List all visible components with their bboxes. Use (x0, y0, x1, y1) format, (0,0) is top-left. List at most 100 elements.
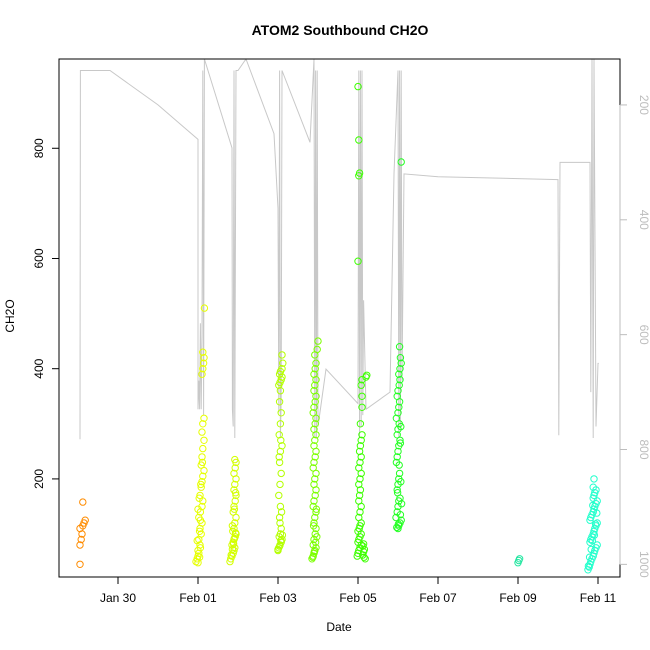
data-point (277, 508, 286, 516)
data-point (276, 387, 285, 395)
data-point (356, 458, 364, 467)
data-point (200, 414, 208, 422)
data-point (311, 420, 319, 428)
x-tick-label: Feb 01 (179, 591, 217, 605)
data-point (231, 497, 239, 505)
data-point (311, 538, 320, 546)
data-point (196, 544, 205, 552)
y-tick-label: 800 (32, 138, 46, 158)
data-point (394, 409, 402, 417)
data-point (392, 414, 401, 422)
data-point (313, 345, 321, 354)
data-point (195, 553, 204, 561)
data-point (354, 82, 362, 91)
data-point (193, 536, 201, 545)
data-point (393, 431, 401, 439)
data-point (276, 420, 285, 428)
data-point (358, 431, 366, 439)
data-point (275, 453, 283, 461)
data-point (311, 381, 319, 389)
data-point (355, 480, 363, 489)
data-point (355, 491, 364, 500)
data-point (77, 535, 85, 544)
data-points-layer (76, 82, 601, 574)
data-point (277, 409, 285, 417)
data-point (200, 304, 209, 312)
data-point (356, 475, 364, 483)
data-point (79, 498, 87, 506)
altitude-trace-line (79, 59, 599, 440)
data-point (198, 453, 206, 461)
data-point (394, 520, 403, 528)
data-point (397, 158, 405, 166)
data-point (278, 531, 287, 539)
x-tick-label: Jan 30 (100, 591, 136, 605)
data-point (355, 447, 364, 456)
data-point (195, 494, 203, 502)
data-point (395, 381, 403, 389)
data-point (230, 534, 239, 543)
right-tick-label: 800 (637, 439, 650, 459)
data-point (311, 453, 319, 461)
data-point (355, 464, 363, 472)
y-tick-label: 400 (32, 358, 46, 378)
data-point (199, 472, 207, 480)
data-point (593, 541, 601, 549)
data-point (76, 560, 84, 568)
data-point (584, 562, 593, 570)
data-point (309, 409, 317, 417)
data-point (231, 480, 239, 489)
data-point (81, 516, 89, 524)
data-point (229, 540, 238, 548)
data-point (310, 519, 318, 527)
data-point (199, 420, 207, 428)
data-point (587, 545, 595, 554)
data-point (196, 516, 205, 524)
data-point (199, 365, 207, 373)
data-point (275, 398, 284, 406)
data-point (397, 359, 405, 367)
y-axis: 200 400 600 800 (32, 138, 59, 489)
y-tick-label: 200 (32, 469, 46, 489)
data-point (228, 522, 237, 530)
data-point (275, 491, 283, 500)
data-point (194, 505, 202, 513)
data-point (589, 501, 597, 510)
data-point (355, 497, 363, 505)
data-point (589, 483, 597, 491)
data-point (396, 439, 405, 447)
data-point (357, 381, 365, 389)
x-tick-label: Feb 09 (499, 591, 537, 605)
data-point (393, 489, 402, 497)
data-point (393, 486, 401, 494)
x-axis-label: Date (326, 620, 352, 634)
data-point (396, 511, 405, 519)
data-point (309, 464, 317, 472)
x-axis: Jan 30 Feb 01 Feb 03 Feb 05 Feb 07 Feb 09 Feb … (100, 577, 617, 605)
data-point (593, 519, 601, 527)
data-point (194, 559, 202, 567)
data-point (357, 453, 365, 461)
data-point (231, 529, 240, 537)
data-point (361, 555, 369, 563)
data-point (358, 392, 366, 400)
data-point (394, 447, 402, 456)
data-point (312, 359, 320, 367)
data-point (397, 422, 405, 431)
data-point (396, 376, 404, 384)
right-tick-label: 400 (637, 210, 650, 230)
data-point (228, 545, 237, 554)
data-point (591, 520, 600, 528)
data-point (355, 169, 364, 177)
data-point (276, 519, 284, 527)
data-point (393, 392, 401, 400)
data-point (393, 453, 401, 461)
data-point (310, 425, 318, 433)
data-point (230, 505, 239, 513)
data-point (356, 442, 365, 450)
data-point (590, 475, 598, 483)
data-point (310, 548, 319, 556)
data-point (275, 458, 284, 467)
data-point (397, 500, 406, 508)
